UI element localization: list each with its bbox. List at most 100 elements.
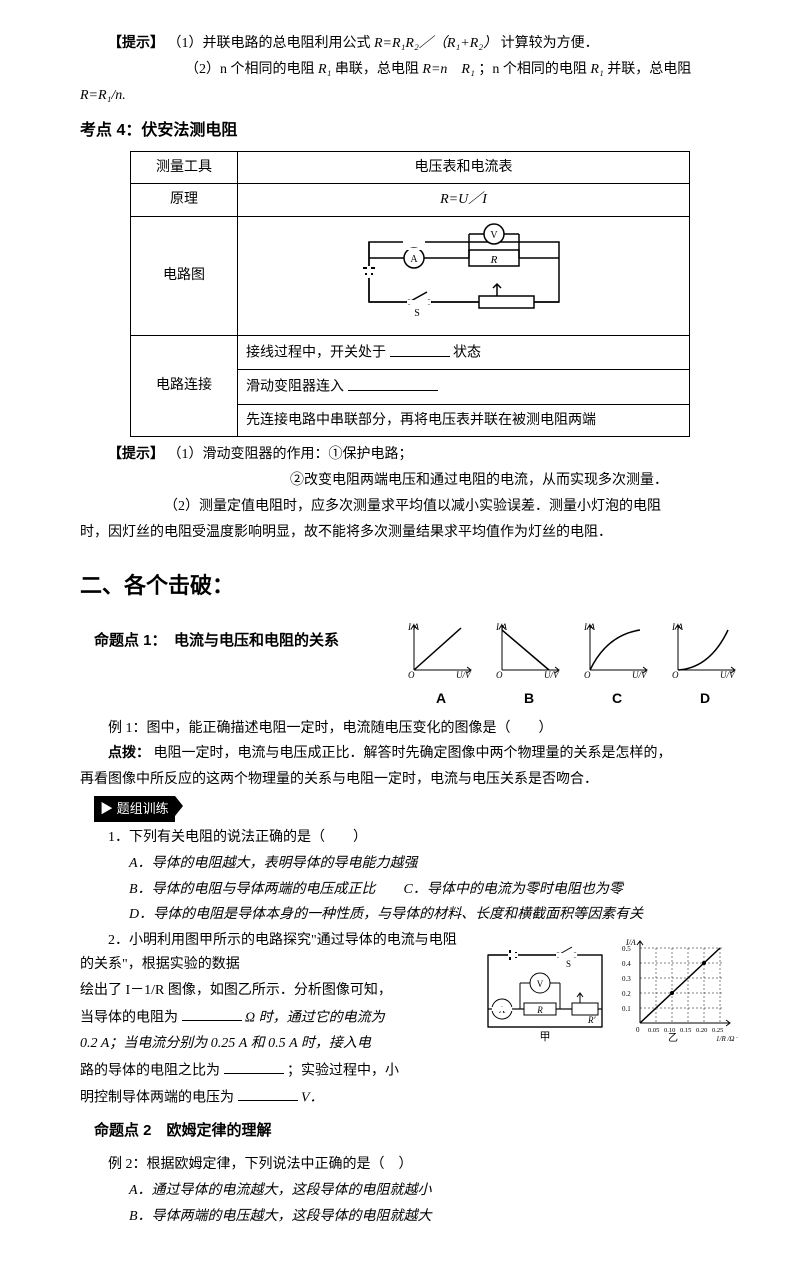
svg-text:0.20: 0.20 <box>696 1027 707 1034</box>
formula2: R=R₁/n. <box>80 88 126 103</box>
cell: 电路连接 <box>131 336 238 437</box>
cell: 接线过程中，开关处于 状态 <box>238 336 690 370</box>
hint1-line1: 【提示】 （1）并联电路的总电阻利用公式 R=R₁R₂／（R₁+R₂） 计算较为… <box>80 32 740 56</box>
svg-text:O: O <box>584 670 591 678</box>
svg-text:I/A: I/A <box>671 622 683 632</box>
t: ；实验过程中，小 <box>287 1063 399 1078</box>
svg-text:V: V <box>490 230 498 241</box>
svg-text:I/A: I/A <box>495 622 507 632</box>
topic4-hint-l2: ②改变电阻两端电压和通过电阻的电流，从而实现多次测量． <box>80 469 740 493</box>
small-graphs: I/A O U/V A I/A O U/V B <box>406 620 740 711</box>
graph-b: I/A O U/V B <box>494 620 564 711</box>
topic4-table: 测量工具 电压表和电流表 原理 R=U／I 电路图 R V A <box>130 151 690 438</box>
svg-text:O: O <box>672 670 679 678</box>
svg-text:O: O <box>408 670 415 678</box>
blank <box>238 1085 298 1101</box>
table-row: 电路图 R V A <box>131 217 690 336</box>
r1b: R₁ <box>590 62 603 77</box>
ex2a: A．通过导体的电流越大，这段导体的电阻就越小 <box>80 1179 740 1203</box>
t: 并联，总电阻 <box>607 62 691 77</box>
blank <box>224 1058 284 1074</box>
svg-text:0.5: 0.5 <box>622 945 631 953</box>
svg-text:R: R <box>489 254 497 266</box>
t: 状态 <box>453 346 481 361</box>
label-a: A <box>406 687 476 711</box>
blank <box>390 340 450 356</box>
q1d: D．导体的电阻是导体本身的一种性质，与导体的材料、长度和横截面积等因素有关 <box>80 903 740 927</box>
svg-text:0.05: 0.05 <box>648 1027 659 1034</box>
svg-text:0.2: 0.2 <box>622 990 631 998</box>
t: 接线过程中，开关处于 <box>246 346 386 361</box>
q2f: 明控制导体两端的电压为 V． <box>80 1085 740 1110</box>
cell: 电压表和电流表 <box>238 151 690 184</box>
dianbo: 点拨： 电阻一定时，电流与电压成正比．解答时先确定图像中两个物理量的关系是怎样的… <box>80 742 740 766</box>
label-b: B <box>494 687 564 711</box>
t: 当导体的电阻为 <box>80 1010 178 1025</box>
graph-yi: I/A 0.10.2 0.30.4 0.5 0 0.050.10 0.150.2… <box>618 933 738 1043</box>
svg-text:乙: 乙 <box>668 1032 678 1043</box>
circuit-diagram: R V A <box>359 222 569 322</box>
t: （1）滑动变阻器的作用：①保护电路； <box>168 447 413 462</box>
circuit-jia: S V A R <box>480 943 610 1043</box>
t: 明控制导体两端的电压为 <box>80 1090 234 1105</box>
svg-text:S: S <box>414 308 420 319</box>
cell: 滑动变阻器连入 <box>238 370 690 404</box>
hint1-line2: （2）n 个相同的电阻 R₁ 串联，总电阻 R=n R₁ ；n 个相同的电阻 R… <box>185 58 740 82</box>
svg-text:R′: R′ <box>587 1015 596 1025</box>
t: 路的导体的电阻之比为 <box>80 1063 220 1078</box>
t: 0.2 A；当电流分别为 0.25 A 和 0.5 A 时，接入电 <box>80 1036 371 1051</box>
cell: 电路图 <box>131 217 238 336</box>
dianbo2: 再看图像中所反应的这两个物理量的关系与电阻一定时，电流与电压关系是否吻合． <box>80 768 740 792</box>
svg-text:S: S <box>566 959 571 969</box>
hint1-formula: R=R₁R₂／（R₁+R₂） <box>374 36 497 51</box>
svg-text:甲: 甲 <box>540 1031 551 1043</box>
cmd1-block: I/A O U/V A I/A O U/V B <box>80 616 740 715</box>
t: 电阻一定时，电流与电压成正比．解答时先确定图像中两个物理量的关系是怎样的， <box>154 746 672 761</box>
r1: R₁ <box>318 62 331 77</box>
table-row: 测量工具 电压表和电流表 <box>131 151 690 184</box>
group-tag-wrap: ▶ 题组训练 <box>94 796 740 822</box>
svg-text:0.3: 0.3 <box>622 975 631 983</box>
q2-figures: S V A R <box>480 933 740 1043</box>
ex1: 例 1：图中，能正确描述电阻一定时，电流随电压变化的图像是（ ） <box>80 717 740 741</box>
cmd2-heading: 命题点 2 欧姆定律的理解 <box>94 1118 272 1144</box>
q1: 1．下列有关电阻的说法正确的是（ ） <box>80 826 740 850</box>
t: V． <box>301 1090 324 1105</box>
t: Ω 时，通过它的电流为 <box>245 1010 385 1025</box>
topic4-hint-l3: （2）测量定值电阻时，应多次测量求平均值以减小实验误差．测量小灯泡的电阻 <box>80 495 740 519</box>
q2-block: S V A R <box>80 929 740 1112</box>
svg-text:U/V: U/V <box>544 670 560 678</box>
svg-text:V: V <box>537 979 544 989</box>
svg-text:I/A: I/A <box>407 622 419 632</box>
cell: R=U／I <box>238 184 690 217</box>
table-row: 原理 R=U／I <box>131 184 690 217</box>
t: （2）n 个相同的电阻 <box>185 62 318 77</box>
circuit-cell: R V A <box>238 217 690 336</box>
svg-text:R: R <box>536 1005 543 1015</box>
svg-text:0.1: 0.1 <box>622 1005 631 1013</box>
section2-heading: 二、各个击破： <box>80 567 740 604</box>
svg-text:0.4: 0.4 <box>622 960 631 968</box>
graph-a: I/A O U/V A <box>406 620 476 711</box>
label-c: C <box>582 687 652 711</box>
svg-text:A: A <box>410 254 418 265</box>
blank <box>182 1005 242 1021</box>
cell: 测量工具 <box>131 151 238 184</box>
ex2: 例 2：根据欧姆定律，下列说法中正确的是（ ） <box>80 1153 740 1177</box>
topic4-hint-l1: 【提示】 （1）滑动变阻器的作用：①保护电路； <box>80 443 740 467</box>
graph-c: I/A O U/V C <box>582 620 652 711</box>
svg-text:U/V: U/V <box>720 670 736 678</box>
table-row: 电路连接 接线过程中，开关处于 状态 <box>131 336 690 370</box>
cell: 原理 <box>131 184 238 217</box>
hint1-line3: R=R₁/n. <box>80 84 740 108</box>
svg-text:U/V: U/V <box>456 670 472 678</box>
topic4-hint-l4: 时，因灯丝的电阻受温度影响明显，故不能将多次测量结果求平均值作为灯丝的电阻． <box>80 521 740 545</box>
graph-d: I/A O U/V D <box>670 620 740 711</box>
rn: R=n R₁ <box>422 62 474 77</box>
hint1-text1: （1）并联电路的总电阻利用公式 <box>168 36 375 51</box>
svg-text:U/V: U/V <box>632 670 648 678</box>
ex2b: B．导体两端的电压越大，这段导体的电阻就越大 <box>80 1205 740 1229</box>
hint-label: 【提示】 <box>108 36 164 51</box>
q2e: 路的导体的电阻之比为 ；实验过程中，小 <box>80 1058 740 1083</box>
svg-text:0: 0 <box>636 1026 640 1034</box>
